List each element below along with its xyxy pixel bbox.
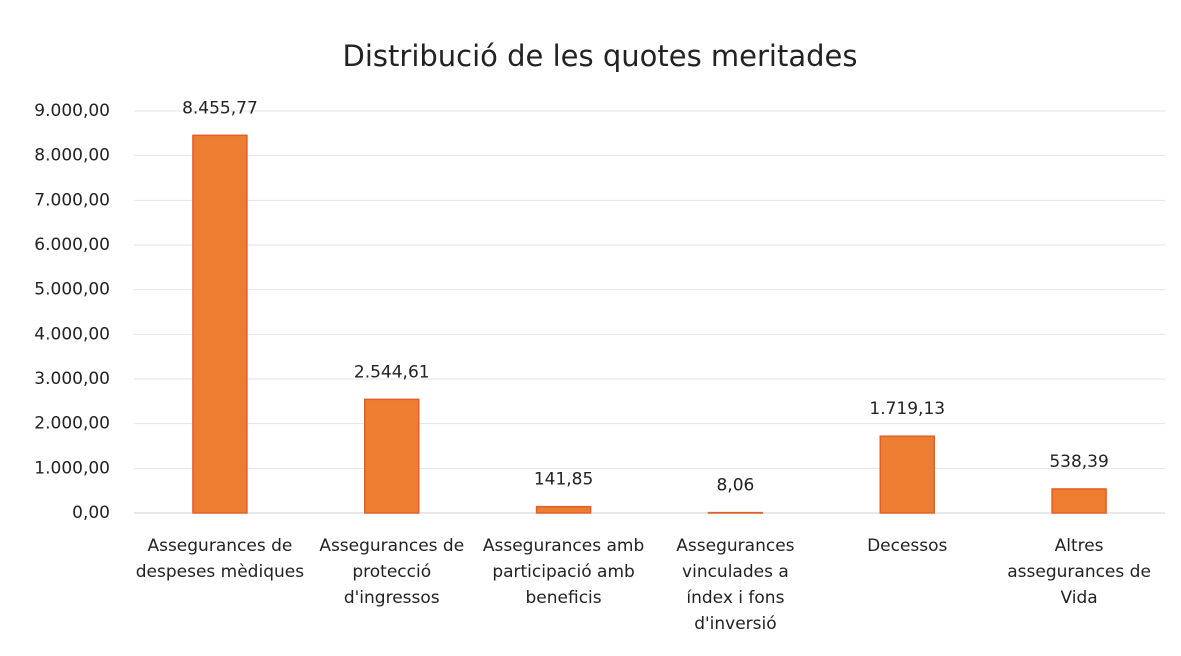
bar [879,435,935,514]
y-tick-label: 4.000,00 [34,324,110,344]
data-label: 8.455,77 [182,98,258,118]
y-tick-label: 8.000,00 [34,146,110,166]
x-tick-label: Assegurances de protecció d'ingressos [319,536,464,608]
x-tick-label: Assegurances de despeses mèdiques [136,536,304,582]
x-tick-label: Assegurances amb participació amb benefici… [483,536,644,608]
x-tick-label: Altres assegurances de Vida [1007,536,1151,608]
y-tick-label: 0,00 [72,503,110,523]
data-label: 538,39 [1049,452,1108,472]
y-tick-label: 1.000,00 [34,458,110,478]
data-label: 1.719,13 [869,399,945,419]
y-tick-label: 7.000,00 [34,190,110,210]
data-label: 141,85 [534,470,593,490]
y-tick-label: 2.000,00 [34,414,110,434]
bar [364,398,420,514]
bar [192,134,248,514]
bar [1051,488,1107,514]
data-label: 2.544,61 [354,362,430,382]
chart-title: Distribució de les quotes meritades [343,39,858,73]
x-tick-label: Assegurances vinculades a índex i fons d'in… [676,536,794,634]
y-tick-label: 3.000,00 [34,369,110,389]
bar [535,505,592,514]
y-tick-label: 9.000,00 [34,101,110,121]
x-tick-label: Decessos [867,536,947,556]
y-tick-label: 5.000,00 [34,280,110,300]
data-label: 8,06 [716,476,754,496]
y-tick-label: 6.000,00 [34,235,110,255]
